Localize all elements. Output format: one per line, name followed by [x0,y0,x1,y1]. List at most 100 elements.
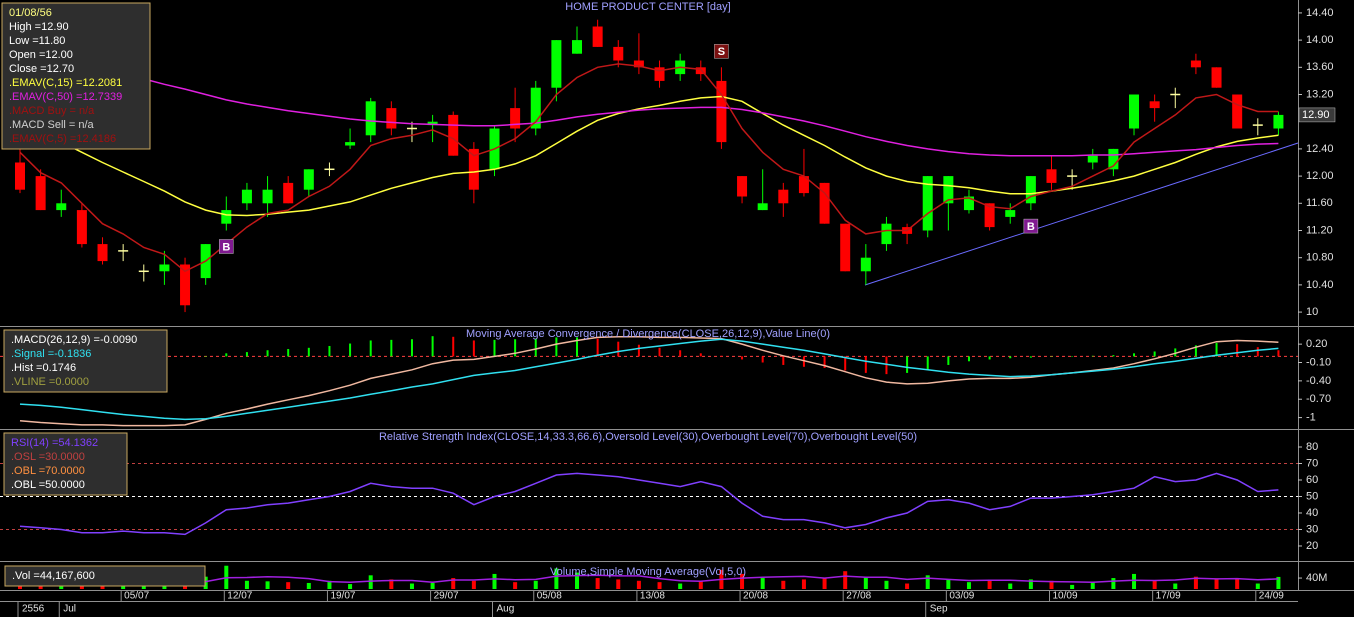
volume-bar [925,575,930,589]
last-price-label: 12.90 [1302,109,1330,121]
candle-body [221,210,232,224]
volume-bar [1111,578,1116,589]
info-text: .Hist =0.1746 [11,362,76,374]
histogram-bar [369,340,372,357]
volume-bar [966,582,971,589]
info-text: Open =12.00 [9,49,73,61]
volume-bar [513,582,518,589]
histogram-bar [1153,351,1156,357]
volume-bar [554,568,559,589]
candle-body [963,196,974,211]
period-label: Aug [496,604,514,615]
candle-body [1005,210,1016,217]
x-tick-label: 17/09 [1156,591,1181,602]
volume-bar [471,580,476,589]
histogram-bar [906,356,909,373]
indicator-line [19,95,1279,217]
indicator-line [19,574,1279,585]
y-tick-label: 40 [1306,507,1318,519]
histogram-bar [885,356,888,375]
histogram-bar [741,356,744,360]
volume-bar [636,580,641,589]
volume-bar [141,585,146,589]
histogram-bar [452,336,455,357]
info-text: .EMAV(C,50) =12.7339 [9,91,122,103]
y-tick-label: -0.70 [1306,393,1331,405]
histogram-bar [349,343,352,357]
histogram-bar [823,356,826,369]
histogram-bar [1215,342,1218,357]
volume-bar [1255,583,1260,589]
volume-bar [1152,580,1157,589]
volume-bar [306,582,311,589]
volume-bar [801,579,806,589]
volume-bar [1070,584,1075,589]
candle-body [283,182,294,204]
signal-marker [219,239,234,254]
info-text: .OSL =30.0000 [11,451,85,463]
candle-body [1129,94,1140,129]
histogram-bar [1174,348,1177,357]
volume-bar [1214,579,1219,589]
candle-body [97,244,108,262]
y-tick-label: 14.40 [1306,7,1334,19]
histogram-bar [328,345,331,357]
indicator-line [19,42,1279,157]
info-box [1,2,151,150]
histogram-bar [534,338,537,357]
x-tick-label: 05/08 [537,591,562,602]
info-text: .EMAV(C,15) =12.2081 [9,77,122,89]
volume-bar [430,582,435,589]
candle-body [757,203,768,211]
panel-title: Relative Strength Index(CLOSE,14,33.3,66… [379,431,917,443]
histogram-bar [699,353,702,357]
volume-bar [678,583,683,589]
candle-body [881,223,892,245]
histogram-bar [576,337,579,357]
volume-bar [286,582,291,589]
y-tick-label: 12.00 [1306,170,1334,182]
period-label: Sep [930,604,948,615]
volume-bar [409,583,414,589]
volume-bar [1028,579,1033,589]
x-tick-label: 13/08 [640,591,665,602]
candle-body [35,176,46,211]
candle-body [798,176,809,194]
histogram-bar [1194,345,1197,357]
signal-label: B [1027,221,1035,233]
histogram-bar [947,356,950,365]
histogram-bar [1050,356,1053,357]
volume-bar [575,572,580,589]
y-tick-label: 60 [1306,474,1318,486]
candle-body [716,80,727,143]
volume-bar [946,579,951,589]
histogram-bar [307,347,310,357]
info-text: .EMAV(C,5) =12.4186 [9,133,116,145]
y-tick-label: 80 [1306,441,1318,453]
candle-body [1211,67,1222,88]
x-tick-label: 27/08 [846,591,871,602]
y-tick-label: 10 [1306,306,1318,318]
histogram-bar [514,339,517,357]
y-tick-label: 12.40 [1306,143,1334,155]
histogram-bar [967,356,970,362]
y-tick-label: 11.60 [1306,197,1333,209]
info-text: .OBL =50.0000 [11,479,85,491]
panel-title: HOME PRODUCT CENTER [day] [565,1,730,13]
info-text: .Vol =44,167,600 [12,570,95,582]
info-text: .Signal =-0.1836 [11,348,91,360]
info-text: .MACD(26,12,9) =-0.0090 [11,334,137,346]
candle-body [1108,148,1119,170]
candle-body [819,182,830,224]
histogram-bar [1256,347,1259,357]
candle-body [1149,101,1160,109]
candle-body [530,87,541,129]
candle-body [56,203,67,211]
candle-body [778,189,789,204]
histogram-bar [782,356,785,365]
histogram-bar [617,341,620,357]
indicator-line [19,472,1279,536]
y-tick-label: 70 [1306,457,1318,469]
volume-bar [595,578,600,589]
